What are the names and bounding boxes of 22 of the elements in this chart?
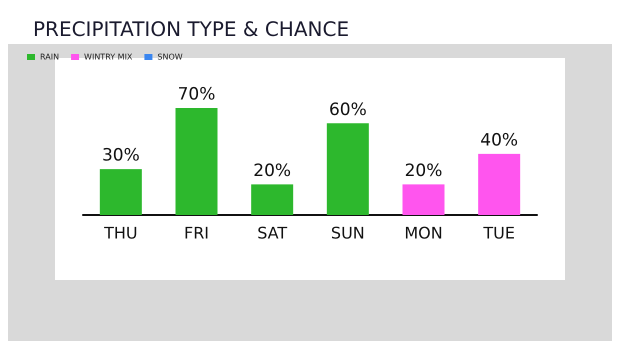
bar bbox=[402, 184, 444, 215]
x-tick-label: SAT bbox=[257, 224, 288, 242]
data-label: 40% bbox=[480, 130, 518, 150]
data-label: 70% bbox=[178, 84, 216, 104]
data-label: 60% bbox=[328, 100, 367, 120]
bar bbox=[100, 169, 142, 215]
bar bbox=[326, 123, 369, 215]
x-tick-label: THU bbox=[103, 224, 138, 242]
data-label: 20% bbox=[253, 160, 292, 181]
x-tick-label: FRI bbox=[184, 224, 210, 242]
legend-label: RAIN bbox=[40, 52, 60, 62]
bar bbox=[251, 184, 294, 215]
x-tick-label: SUN bbox=[330, 224, 365, 242]
bar bbox=[478, 154, 520, 215]
legend-label: SNOW bbox=[157, 52, 183, 62]
data-label: 30% bbox=[102, 146, 140, 166]
bar bbox=[176, 108, 218, 215]
x-tick-label: MON bbox=[404, 224, 443, 242]
x-tick-label: TUE bbox=[482, 224, 515, 242]
legend-label: WINTRY MIX bbox=[84, 52, 133, 62]
chart-title: PRECIPITATION TYPE & CHANCE bbox=[33, 17, 350, 41]
data-label: 20% bbox=[404, 160, 442, 181]
